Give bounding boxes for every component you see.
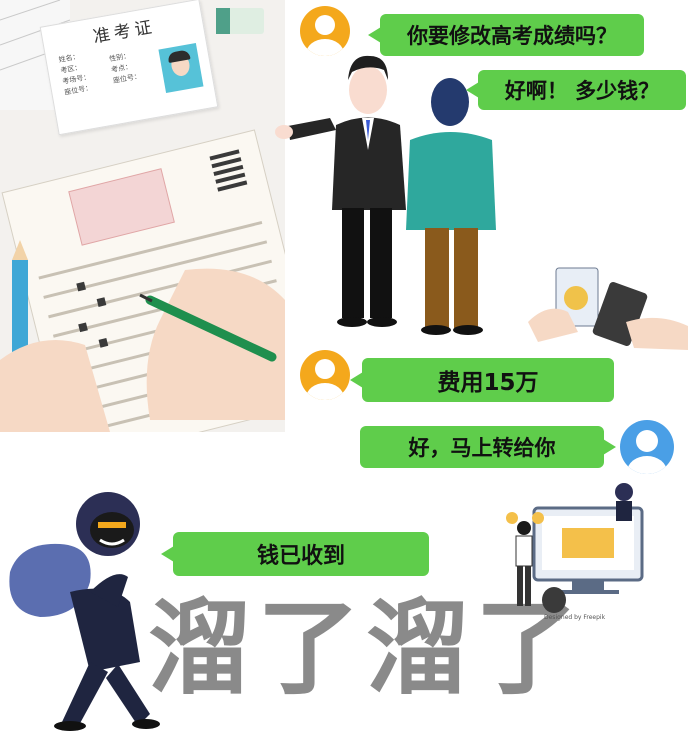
avatar-orange-1 <box>300 6 350 56</box>
chat-text: 钱已收到 <box>256 544 345 569</box>
left-hand <box>0 340 110 432</box>
chat-text: 好啊！ 多少钱？ <box>504 79 660 103</box>
thief-illustration <box>9 492 160 731</box>
eraser-icon <box>216 8 264 34</box>
exam-card-title: 准考证 <box>91 16 158 48</box>
teal-man <box>406 78 496 335</box>
chat-bubble-1: 你要修改高考成绩吗？ <box>368 14 644 56</box>
computer-theft-illustration: Designed by Freepik <box>502 478 652 628</box>
computer-theft-svg <box>506 483 644 613</box>
money-transfer-illustration <box>528 267 688 350</box>
exam-illustration <box>0 0 285 432</box>
chat-bubble-3: 费用15万 <box>350 358 614 402</box>
writing-hand <box>139 268 285 420</box>
loot-bag <box>9 543 91 617</box>
exam-card-fields: 姓名： 考区： 考场号： 座位号： <box>58 50 93 98</box>
chat-bubble-4: 好，马上转给你 <box>360 426 616 468</box>
exam-scene-svg <box>0 0 285 432</box>
suit-man <box>275 55 406 327</box>
men-dealing-illustration <box>275 55 496 335</box>
chat-text: 好，马上转给你 <box>408 436 556 460</box>
exam-card-fields-2: 性别： 考点： 座位号： <box>108 50 142 87</box>
designer-credit: Designed by Freepik <box>544 614 606 621</box>
student-photo <box>158 43 204 93</box>
chat-bubble-2: 好啊！ 多少钱？ <box>466 70 686 110</box>
chat-bubble-5: 钱已收到 <box>161 532 429 576</box>
chat-text: 你要修改高考成绩吗？ <box>407 24 617 48</box>
avatar-blue <box>620 420 674 474</box>
avatar-orange-2 <box>300 350 350 400</box>
chat-text: 费用15万 <box>437 370 539 396</box>
big-run-away-text: 溜了溜了 <box>148 589 584 709</box>
